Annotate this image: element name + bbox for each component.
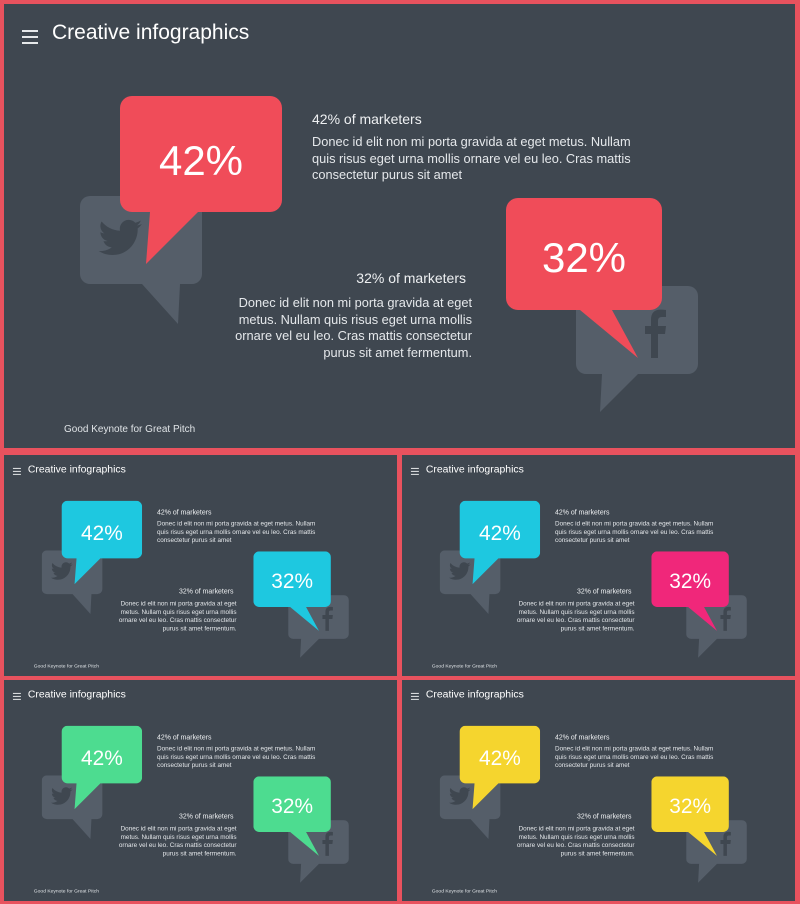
slide-content: Creative infographics 42% 32% 42% of mar… bbox=[4, 680, 397, 901]
stat2-description: Donec id elit non mi porta gravida at eg… bbox=[516, 599, 635, 632]
stat2-description: Donec id elit non mi porta gravida at eg… bbox=[516, 824, 635, 857]
slide-main: Creative infographics 42% 32% 42% of mar… bbox=[4, 4, 795, 448]
twitter-icon bbox=[448, 787, 471, 805]
stat2-percent: 32% bbox=[271, 569, 314, 593]
facebook-icon bbox=[720, 831, 731, 856]
stat2-heading: 32% of marketers bbox=[577, 587, 632, 596]
stat1-speech-bubble bbox=[61, 725, 143, 810]
stat2-percent: 32% bbox=[669, 794, 712, 818]
facebook-icon bbox=[322, 831, 333, 856]
twitter-icon bbox=[98, 219, 143, 255]
menu-icon[interactable] bbox=[12, 467, 21, 475]
menu-icon[interactable] bbox=[22, 30, 38, 44]
stat1-heading: 42% of marketers bbox=[555, 733, 610, 742]
facebook-icon bbox=[645, 309, 666, 358]
stat1-percent: 42% bbox=[478, 746, 521, 770]
slide-title: Creative infographics bbox=[27, 463, 126, 475]
stat1-percent: 42% bbox=[80, 746, 123, 770]
stat2-speech-bubble bbox=[506, 198, 662, 358]
slide-footer: Good Keynote for Great Pitch bbox=[33, 888, 99, 895]
stat1-speech-bubble bbox=[120, 96, 282, 264]
stat1-heading: 42% of marketers bbox=[312, 111, 422, 127]
stat1-description: Donec id elit non mi porta gravida at eg… bbox=[157, 519, 316, 544]
stat2-speech-bubble bbox=[651, 776, 729, 856]
stat2-speech-bubble bbox=[253, 551, 331, 631]
slide-thumbnail-yellow[interactable]: Creative infographics 42% 32% 42% of mar… bbox=[402, 680, 795, 901]
slide-content: Creative infographics 42% 32% 42% of mar… bbox=[4, 455, 397, 676]
stat1-speech-bubble bbox=[459, 725, 541, 810]
stat1-description: Donec id elit non mi porta gravida at eg… bbox=[312, 134, 631, 182]
slide-title: Creative infographics bbox=[27, 688, 126, 700]
slide-footer: Good Keynote for Great Pitch bbox=[431, 663, 497, 670]
stat2-heading: 32% of marketers bbox=[179, 812, 234, 821]
slide-title: Creative infographics bbox=[425, 463, 524, 475]
slide-thumbnail-cyan[interactable]: Creative infographics 42% 32% 42% of mar… bbox=[4, 455, 397, 676]
stat1-heading: 42% of marketers bbox=[555, 508, 610, 517]
stat2-description: Donec id elit non mi porta gravida at eg… bbox=[118, 824, 237, 857]
stat1-heading: 42% of marketers bbox=[157, 733, 212, 742]
stat1-speech-bubble bbox=[459, 500, 541, 585]
menu-icon[interactable] bbox=[410, 692, 419, 700]
stat1-percent: 42% bbox=[478, 521, 521, 545]
stat1-description: Donec id elit non mi porta gravida at eg… bbox=[157, 744, 316, 769]
stat2-percent: 32% bbox=[669, 569, 712, 593]
slide-footer: Good Keynote for Great Pitch bbox=[64, 424, 196, 435]
stat1-description: Donec id elit non mi porta gravida at eg… bbox=[555, 744, 714, 769]
stat2-speech-bubble bbox=[651, 551, 729, 631]
slide-footer: Good Keynote for Great Pitch bbox=[33, 663, 99, 670]
stat1-description: Donec id elit non mi porta gravida at eg… bbox=[555, 519, 714, 544]
stat2-percent: 32% bbox=[541, 234, 627, 281]
slide-title: Creative infographics bbox=[52, 21, 250, 44]
facebook-icon bbox=[720, 606, 731, 631]
menu-icon[interactable] bbox=[410, 467, 419, 475]
slide-content: Creative infographics 42% 32% 42% of mar… bbox=[402, 455, 795, 676]
slide-content: Creative infographics 42% 32% 42% of mar… bbox=[402, 680, 795, 901]
slide-content: Creative infographics 42% 32% 42% of mar… bbox=[4, 4, 795, 448]
slide-title: Creative infographics bbox=[425, 688, 524, 700]
slide-thumbnail-green[interactable]: Creative infographics 42% 32% 42% of mar… bbox=[4, 680, 397, 901]
slide-thumbnail-cyan-pink[interactable]: Creative infographics 42% 32% 42% of mar… bbox=[402, 455, 795, 676]
twitter-icon bbox=[50, 787, 73, 805]
menu-icon[interactable] bbox=[12, 692, 21, 700]
stat2-heading: 32% of marketers bbox=[577, 812, 632, 821]
stat2-speech-bubble bbox=[253, 776, 331, 856]
stat2-description: Donec id elit non mi porta gravida at eg… bbox=[118, 599, 237, 632]
stat1-percent: 42% bbox=[80, 521, 123, 545]
facebook-icon bbox=[322, 606, 333, 631]
twitter-icon bbox=[50, 562, 73, 580]
stat2-heading: 32% of marketers bbox=[179, 587, 234, 596]
stat2-percent: 32% bbox=[271, 794, 314, 818]
stat2-heading: 32% of marketers bbox=[356, 270, 466, 286]
stat1-percent: 42% bbox=[158, 137, 244, 184]
stat1-speech-bubble bbox=[61, 500, 143, 585]
twitter-icon bbox=[448, 562, 471, 580]
stat1-heading: 42% of marketers bbox=[157, 508, 212, 517]
slide-footer: Good Keynote for Great Pitch bbox=[431, 888, 497, 895]
stat2-description: Donec id elit non mi porta gravida at eg… bbox=[235, 295, 472, 360]
